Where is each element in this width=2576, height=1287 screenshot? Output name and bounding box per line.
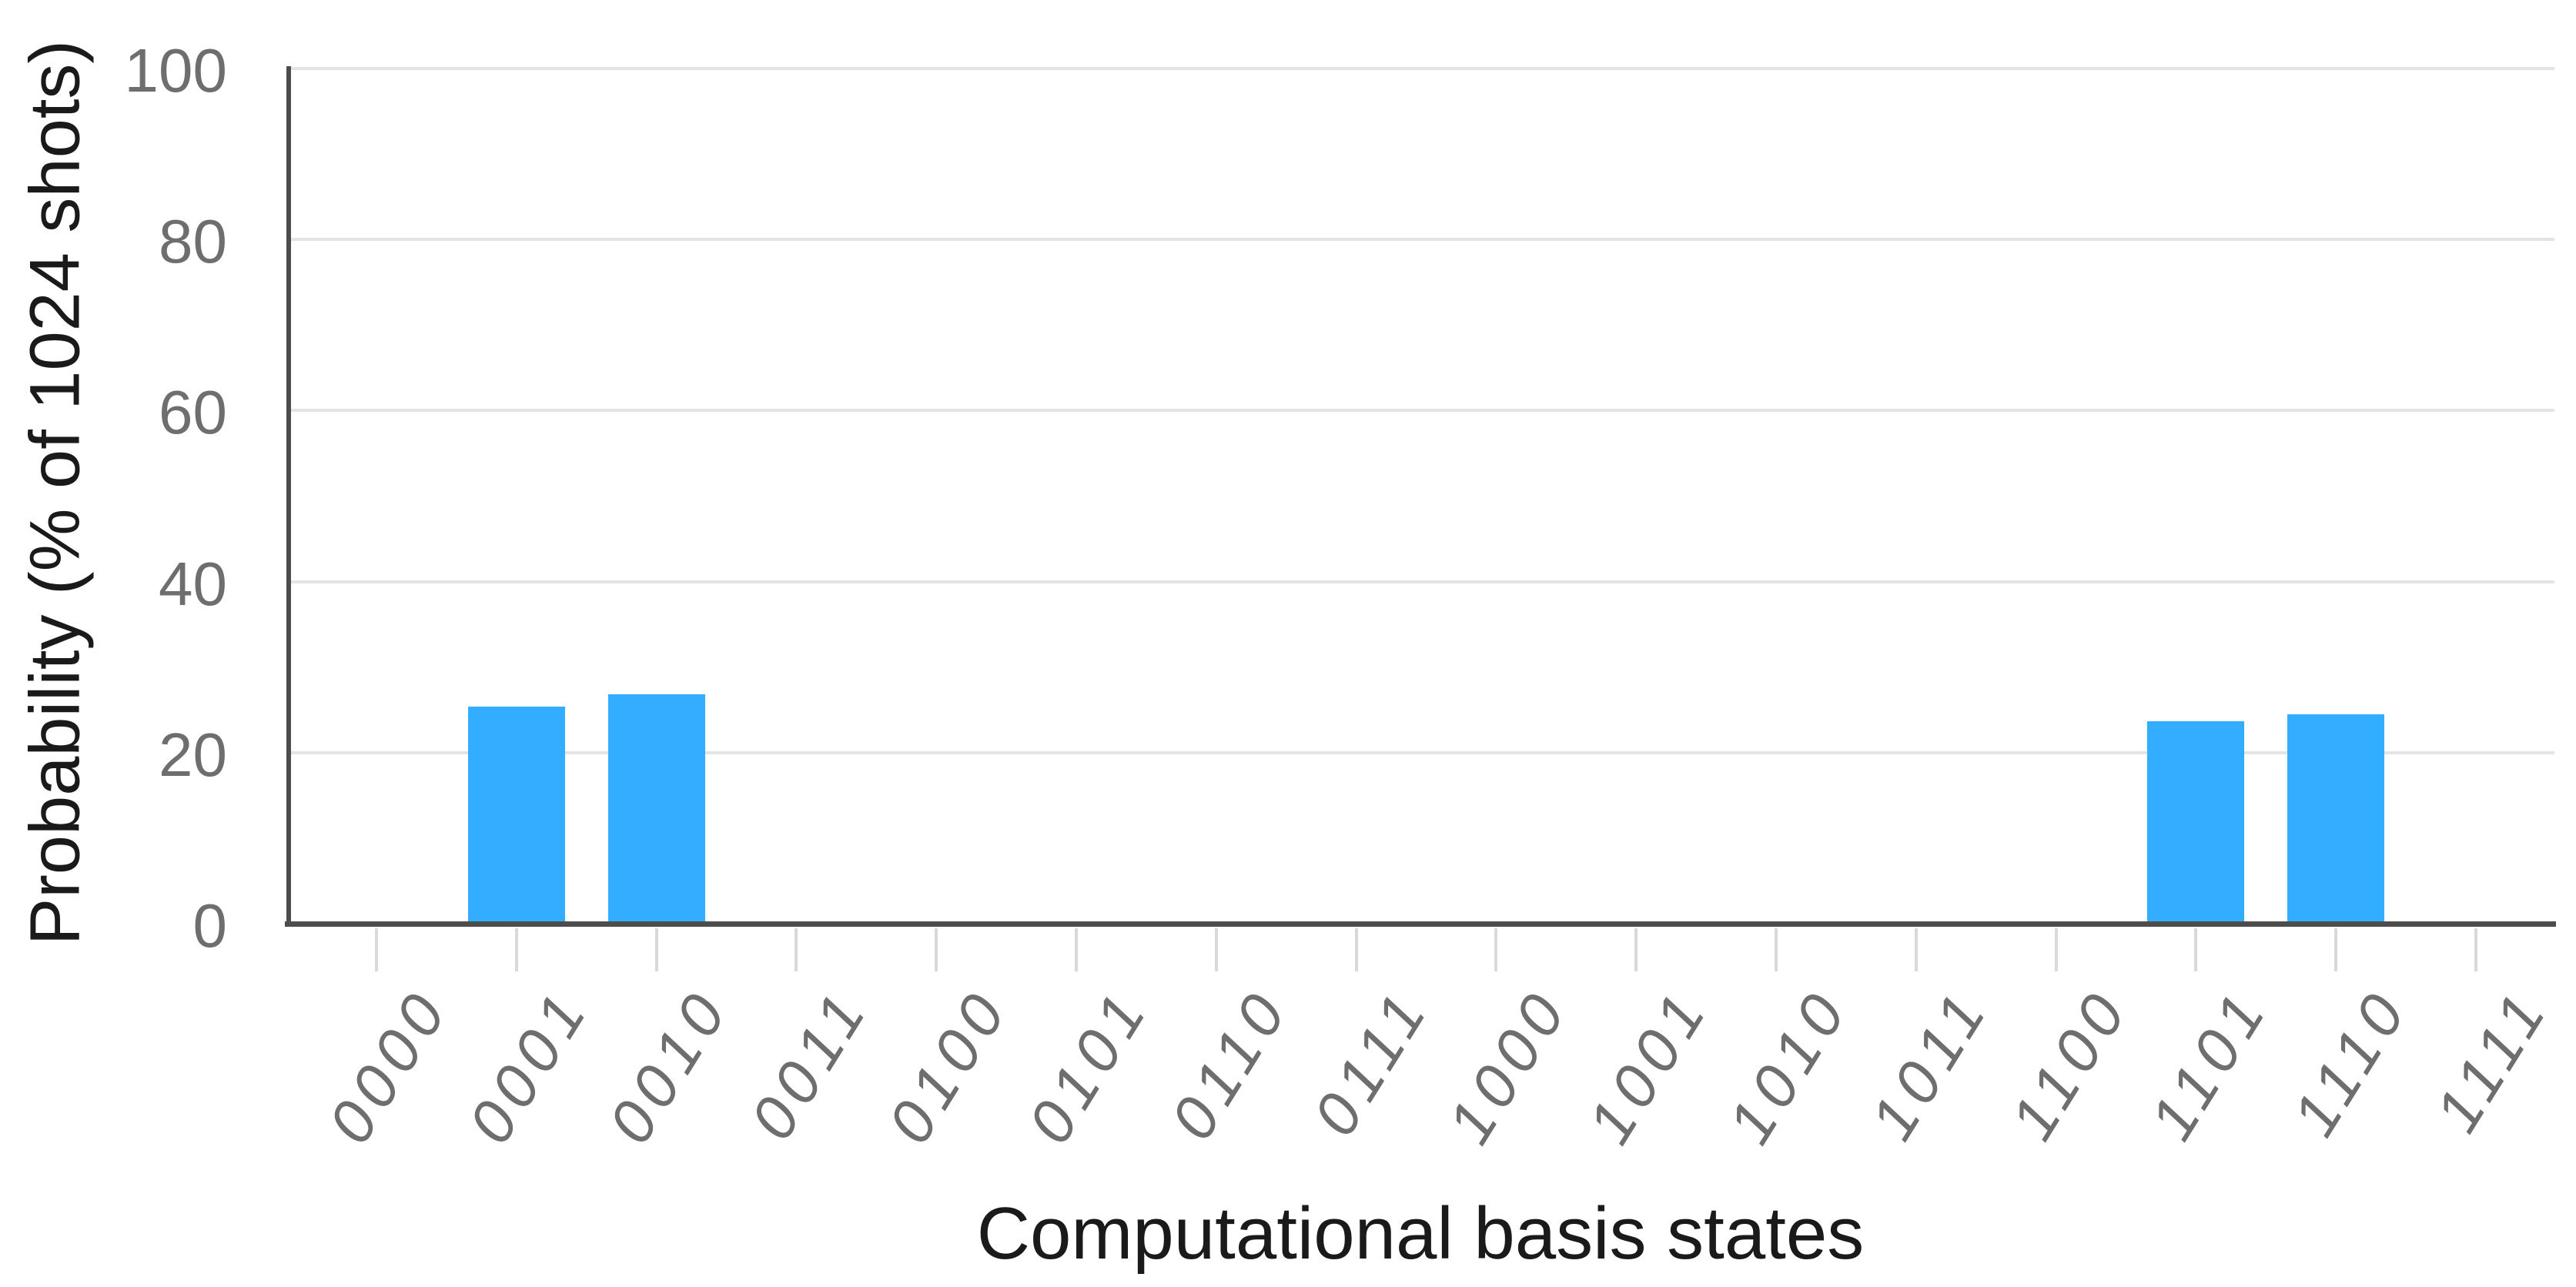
x-tick-label-1010: 1010 (1715, 976, 1862, 1155)
x-tick-mark-1010 (1775, 928, 1778, 971)
y-tick-label-0: 0 (192, 891, 228, 960)
y-tick-label-40: 40 (159, 549, 227, 618)
x-tick-label-0010: 0010 (594, 976, 742, 1155)
gridline-80 (286, 238, 2554, 242)
x-tick-label-0100: 0100 (875, 976, 1022, 1155)
x-tick-mark-0101 (1075, 928, 1078, 971)
x-tick-mark-1011 (1914, 928, 1918, 971)
x-tick-mark-0000 (375, 928, 378, 971)
gridline-100 (286, 67, 2554, 70)
y-tick-label-60: 60 (159, 378, 227, 447)
y-tick-label-100: 100 (124, 36, 227, 105)
x-tick-mark-0010 (654, 928, 658, 971)
x-tick-label-1100: 1100 (1997, 976, 2142, 1152)
x-tick-label-1111: 1111 (2421, 976, 2562, 1144)
x-tick-label-0111: 0111 (1300, 976, 1442, 1148)
x-tick-label-0001: 0001 (455, 976, 603, 1155)
x-tick-label-1000: 1000 (1434, 976, 1582, 1155)
x-tick-mark-0011 (795, 928, 798, 971)
x-tick-mark-0110 (1214, 928, 1218, 971)
x-tick-mark-0100 (935, 928, 938, 971)
x-tick-label-1011: 1011 (1857, 976, 2002, 1152)
x-tick-mark-1000 (1494, 928, 1498, 971)
x-tick-label-0000: 0000 (315, 976, 463, 1155)
gridline-60 (286, 409, 2554, 413)
bar-1110 (2287, 714, 2385, 923)
bar-1101 (2147, 720, 2245, 923)
x-tick-label-1110: 1110 (2279, 976, 2422, 1148)
x-tick-mark-1101 (2194, 928, 2198, 971)
y-tick-label-80: 80 (159, 207, 227, 276)
x-tick-mark-1110 (2334, 928, 2338, 971)
x-axis-title: Computational basis states (976, 1192, 1865, 1275)
x-tick-label-0101: 0101 (1015, 976, 1163, 1155)
x-tick-mark-0001 (514, 928, 518, 971)
bar-0010 (607, 694, 705, 923)
gridline-40 (286, 580, 2554, 583)
x-tick-label-1101: 1101 (2136, 976, 2282, 1152)
x-tick-mark-1001 (1634, 928, 1638, 971)
x-tick-label-0110: 0110 (1157, 976, 1303, 1152)
x-tick-mark-0111 (1354, 928, 1358, 971)
gridline-20 (286, 750, 2554, 754)
x-tick-label-1001: 1001 (1574, 976, 1722, 1155)
y-axis-title: Probability (% of 1024 shots) (15, 39, 95, 946)
x-tick-mark-1100 (2054, 928, 2058, 971)
x-tick-label-0011: 0011 (737, 976, 882, 1152)
y-axis-line (286, 66, 291, 927)
x-axis-line (285, 921, 2556, 927)
y-tick-label-20: 20 (159, 720, 227, 789)
bar-0001 (467, 706, 565, 923)
x-tick-mark-1111 (2474, 928, 2477, 971)
